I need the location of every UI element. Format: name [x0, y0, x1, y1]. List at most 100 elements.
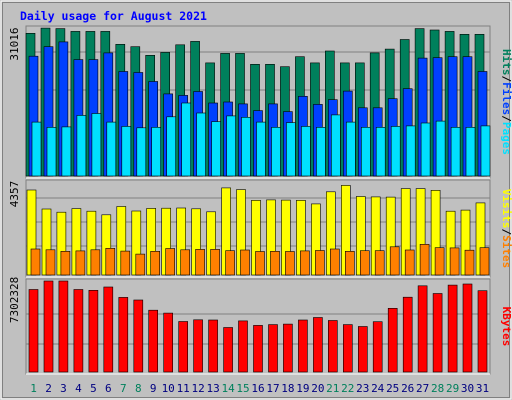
bar-kbytes-day-30: [462, 283, 473, 373]
x-tick-label-day-24: 24: [371, 382, 385, 395]
bar-pages-day-29: [450, 127, 461, 177]
bar-pages-day-18: [286, 122, 296, 177]
legend-entry-visits: Visits: [500, 189, 512, 229]
bar-sites-day-18: [285, 251, 295, 276]
x-tick-label-day-8: 8: [135, 382, 142, 395]
x-tick-label-day-7: 7: [120, 382, 127, 395]
bar-kbytes-day-20: [313, 317, 323, 373]
bar-kbytes-day-14: [223, 327, 233, 373]
bar-pages-day-28: [435, 120, 446, 177]
panel-legend: KBytes: [500, 307, 512, 347]
bar-pages-day-15: [241, 117, 251, 177]
legend-entry-kbytes: KBytes: [500, 307, 512, 347]
bar-sites-day-2: [45, 249, 56, 276]
bar-kbytes-day-28: [432, 293, 443, 373]
legend-entry-files: Files: [500, 82, 512, 115]
bar-pages-day-30: [465, 127, 476, 177]
bar-pages-day-13: [211, 121, 221, 177]
bar-kbytes-day-17: [268, 324, 278, 373]
legend-separator: /: [500, 115, 512, 122]
bar-kbytes-day-3: [58, 280, 69, 373]
bar-pages-day-6: [106, 121, 117, 177]
bar-sites-day-1: [30, 248, 41, 276]
bar-sites-day-12: [195, 249, 205, 276]
series-sites: [30, 244, 490, 276]
bar-kbytes-day-13: [208, 319, 218, 373]
y-axis-max-label: 7302328: [8, 277, 21, 323]
bar-kbytes-day-9: [148, 309, 158, 373]
x-tick-label-day-22: 22: [341, 382, 354, 395]
bar-sites-day-10: [165, 248, 175, 276]
legend-separator: /: [500, 229, 512, 236]
x-tick-label-day-5: 5: [90, 382, 97, 395]
bar-pages-day-10: [166, 116, 176, 177]
x-tick-label-day-2: 2: [45, 382, 52, 395]
x-tick-label-day-30: 30: [461, 382, 474, 395]
bar-kbytes-day-31: [477, 290, 488, 373]
panel-legend: Hits/Files/Pages: [500, 49, 512, 155]
bar-sites-day-26: [404, 249, 415, 276]
y-axis-max-label: 31016: [8, 27, 21, 60]
bar-pages-day-21: [330, 114, 341, 177]
bar-pages-day-12: [196, 112, 206, 177]
bar-kbytes-day-21: [327, 320, 338, 373]
bar-sites-day-8: [135, 253, 146, 276]
bar-kbytes-day-7: [118, 297, 129, 373]
bar-kbytes-day-5: [88, 289, 99, 373]
x-tick-label-day-19: 19: [296, 382, 309, 395]
x-tick-label-day-27: 27: [416, 382, 429, 395]
bar-kbytes-day-18: [283, 323, 293, 373]
bar-pages-day-25: [390, 126, 401, 177]
bar-pages-day-26: [405, 125, 416, 177]
x-tick-label-day-9: 9: [150, 382, 157, 395]
legend-separator: /: [500, 76, 512, 83]
bar-sites-day-16: [255, 251, 265, 276]
bar-kbytes-day-10: [163, 312, 173, 373]
bar-pages-day-24: [375, 127, 386, 177]
bar-kbytes-day-24: [372, 321, 383, 373]
x-tick-label-day-3: 3: [60, 382, 67, 395]
bar-kbytes-day-29: [447, 284, 458, 373]
bar-kbytes-day-1: [28, 289, 39, 373]
x-tick-label-day-29: 29: [446, 382, 459, 395]
bar-pages-day-1: [31, 121, 42, 177]
series-pages: [31, 102, 491, 177]
bar-pages-day-7: [121, 126, 132, 177]
bar-kbytes-day-4: [73, 289, 84, 373]
bar-pages-day-22: [345, 121, 356, 177]
bar-kbytes-day-25: [387, 307, 398, 373]
bar-pages-day-2: [46, 127, 57, 177]
x-tick-label-day-21: 21: [326, 382, 339, 395]
bar-sites-day-20: [315, 250, 325, 276]
bar-kbytes-day-23: [357, 326, 368, 373]
x-tick-label-day-12: 12: [191, 382, 204, 395]
bar-pages-day-11: [181, 102, 191, 177]
bar-kbytes-day-16: [253, 325, 263, 373]
panel-1: 31016 Hits/Files/Pages: [8, 25, 512, 179]
bar-pages-day-16: [256, 121, 266, 177]
chart-title: Daily usage for August 2021: [20, 9, 207, 23]
bar-pages-day-23: [360, 127, 371, 177]
x-tick-label-day-16: 16: [251, 382, 264, 395]
bar-sites-day-30: [464, 249, 475, 276]
x-tick-label-day-28: 28: [431, 382, 444, 395]
bar-pages-day-17: [271, 127, 281, 177]
bar-pages-day-9: [151, 127, 161, 177]
bar-sites-day-14: [225, 250, 235, 276]
bar-kbytes-day-26: [402, 296, 413, 373]
bar-pages-day-5: [91, 113, 102, 177]
bar-sites-day-23: [359, 250, 370, 276]
bar-sites-day-7: [120, 250, 131, 276]
x-tick-label-day-23: 23: [356, 382, 369, 395]
x-tick-label-day-1: 1: [30, 382, 37, 395]
x-tick-label-day-31: 31: [476, 382, 489, 395]
panel-legend: Visits/Sites: [500, 189, 512, 269]
bar-kbytes-day-19: [298, 319, 308, 373]
bar-sites-day-15: [240, 249, 250, 276]
bar-kbytes-day-11: [178, 321, 188, 373]
bar-sites-day-21: [329, 248, 340, 276]
x-tick-label-day-4: 4: [75, 382, 82, 395]
